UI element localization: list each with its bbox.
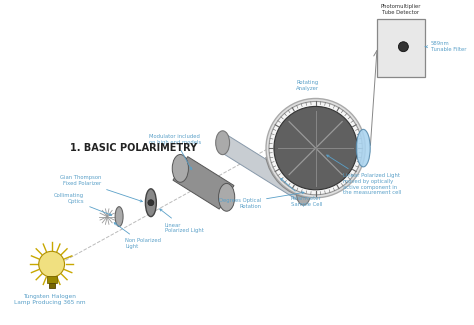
Text: Linear Polarized Light
moved by optically
active component in
the measurement ce: Linear Polarized Light moved by opticall… (327, 155, 402, 195)
Ellipse shape (172, 154, 189, 182)
FancyBboxPatch shape (377, 19, 425, 77)
Ellipse shape (115, 207, 123, 227)
Bar (46, 276, 56, 283)
Circle shape (269, 101, 362, 195)
Text: Linear
Polarized Light: Linear Polarized Light (160, 209, 204, 233)
Text: Polarimeter
Sample Cell: Polarimeter Sample Cell (281, 178, 322, 207)
Ellipse shape (216, 131, 229, 155)
Text: Gian Thompson
Fixed Polarizer: Gian Thompson Fixed Polarizer (60, 176, 142, 202)
Circle shape (266, 98, 365, 198)
Text: Tungsten Halogen
Lamp Producing 365 nm: Tungsten Halogen Lamp Producing 365 nm (14, 294, 85, 305)
Circle shape (148, 200, 154, 206)
Ellipse shape (298, 184, 309, 202)
Circle shape (39, 251, 64, 277)
Circle shape (274, 106, 357, 190)
Circle shape (399, 42, 408, 52)
Text: Rotating
Analyzer: Rotating Analyzer (296, 80, 319, 91)
Ellipse shape (297, 181, 310, 205)
Text: 1. BASIC POLARIMETRY: 1. BASIC POLARIMETRY (71, 143, 198, 153)
Text: Degrees Optical
Rotation: Degrees Optical Rotation (219, 192, 304, 209)
Polygon shape (173, 157, 234, 209)
Text: Collimating
Optics: Collimating Optics (54, 193, 112, 215)
Text: 589nm
Tunable Filter: 589nm Tunable Filter (425, 41, 466, 52)
Text: Photomultiplier
Tube Detector: Photomultiplier Tube Detector (381, 4, 421, 15)
Bar (49, 283, 55, 288)
Ellipse shape (146, 189, 156, 216)
Ellipse shape (218, 134, 228, 152)
Ellipse shape (356, 129, 370, 167)
Polygon shape (218, 135, 308, 201)
Text: Modulator included
on high end models: Modulator included on high end models (149, 134, 201, 170)
Ellipse shape (219, 183, 235, 211)
Text: Non Polarized
Light: Non Polarized Light (114, 223, 161, 249)
